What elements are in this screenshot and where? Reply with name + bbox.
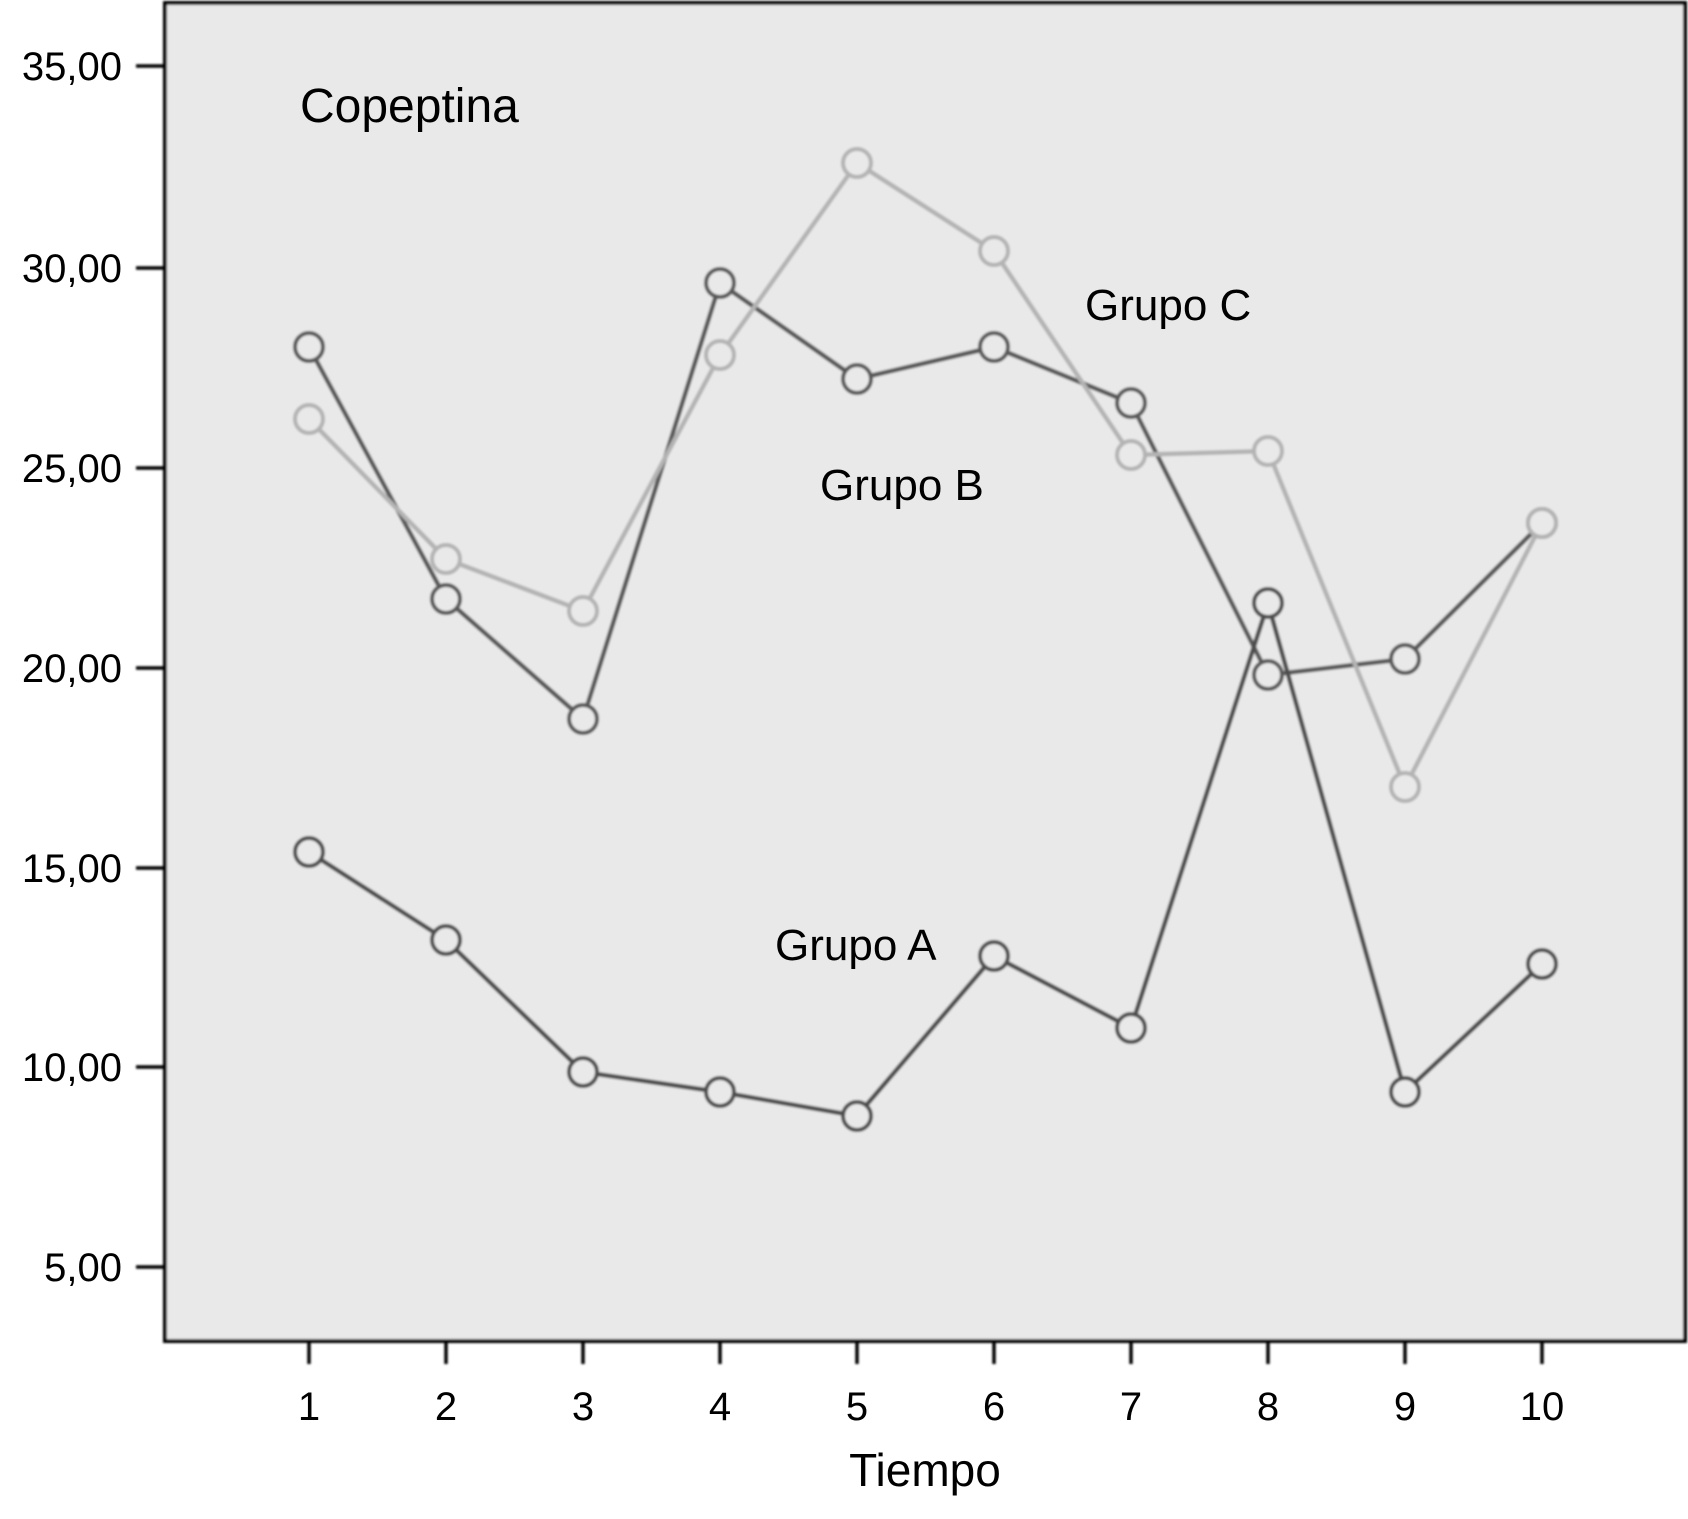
svg-text:5,00: 5,00 bbox=[44, 1246, 122, 1290]
svg-text:5: 5 bbox=[846, 1385, 868, 1429]
svg-text:7: 7 bbox=[1120, 1385, 1142, 1429]
svg-text:9: 9 bbox=[1394, 1385, 1416, 1429]
svg-text:4: 4 bbox=[709, 1385, 731, 1429]
svg-text:20,00: 20,00 bbox=[22, 647, 122, 691]
svg-text:30,00: 30,00 bbox=[22, 247, 122, 291]
svg-text:8: 8 bbox=[1257, 1385, 1279, 1429]
svg-text:Grupo A: Grupo A bbox=[775, 921, 937, 970]
svg-text:25,00: 25,00 bbox=[22, 447, 122, 491]
svg-text:15,00: 15,00 bbox=[22, 847, 122, 891]
svg-text:Tiempo: Tiempo bbox=[849, 1444, 1001, 1496]
svg-text:6: 6 bbox=[983, 1385, 1005, 1429]
svg-text:35,00: 35,00 bbox=[22, 45, 122, 89]
svg-text:Grupo B: Grupo B bbox=[820, 461, 984, 510]
svg-text:10: 10 bbox=[1520, 1385, 1565, 1429]
svg-text:2: 2 bbox=[435, 1385, 457, 1429]
svg-text:1: 1 bbox=[298, 1385, 320, 1429]
svg-text:10,00: 10,00 bbox=[22, 1046, 122, 1090]
svg-text:Copeptina: Copeptina bbox=[300, 80, 519, 133]
svg-text:3: 3 bbox=[572, 1385, 594, 1429]
svg-text:Grupo C: Grupo C bbox=[1085, 281, 1251, 330]
